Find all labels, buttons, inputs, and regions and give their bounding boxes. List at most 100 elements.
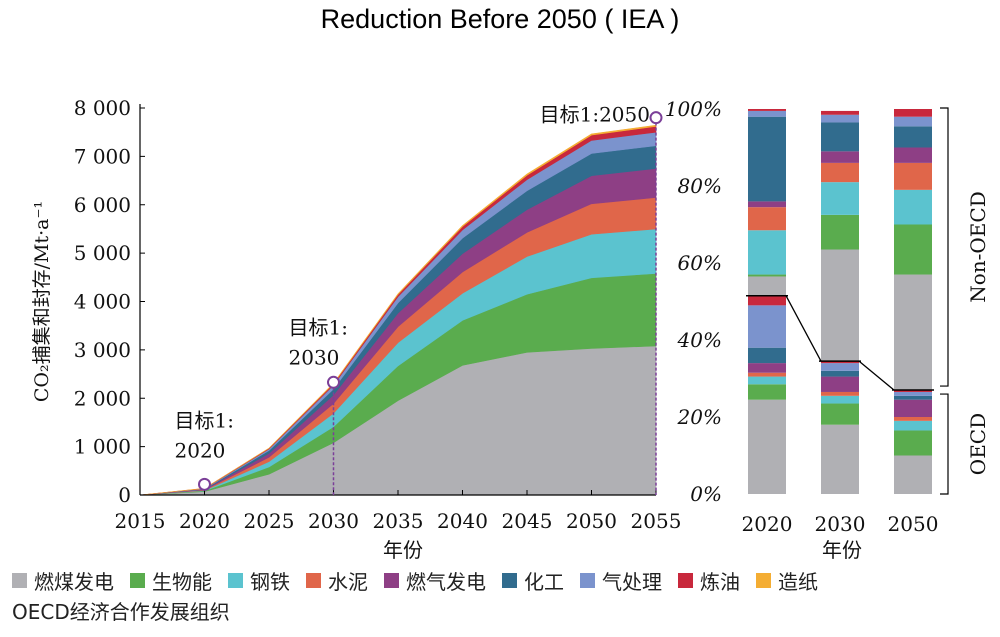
y-tick-label: 8 000 — [74, 96, 131, 120]
bar-segment — [894, 109, 932, 117]
bar-segment — [894, 430, 932, 456]
bar-chart — [748, 109, 932, 494]
legend-label: 气处理 — [602, 569, 662, 594]
bar-segment — [748, 230, 786, 275]
legend-item: 燃煤发电 — [12, 566, 114, 595]
bar-segment — [748, 109, 786, 111]
bar-segment — [894, 420, 932, 431]
x-tick-label: 2035 — [373, 509, 424, 533]
bar-segment — [821, 182, 859, 215]
bar-segment — [821, 361, 859, 364]
bar-segment — [894, 395, 932, 400]
legend-item: 燃气发电 — [384, 566, 486, 595]
legend: 燃煤发电 生物能 钢铁 水泥 燃气发电 化工 气处理 炼油 造纸 OECD经济合作发展组织 — [12, 565, 992, 625]
bar-segment — [821, 151, 859, 163]
x-tick-label: 2045 — [502, 509, 553, 533]
bar-segment — [748, 347, 786, 364]
x-tick-label: 2025 — [244, 509, 295, 533]
legend-label: 燃气发电 — [406, 569, 486, 594]
bar-x-axis-title: 年份 — [822, 538, 862, 562]
bar-segment — [821, 395, 859, 404]
bar-segment — [894, 399, 932, 417]
bar-y-tick-label: 0% — [690, 482, 722, 506]
oecd-note: OECD经济合作发展组织 — [12, 599, 230, 624]
legend-swatch-icon — [678, 572, 693, 588]
x-tick-label: 2050 — [566, 509, 617, 533]
target-marker — [649, 111, 663, 125]
legend-swatch-icon — [580, 572, 595, 588]
legend-item: 生物能 — [130, 566, 212, 595]
bar-segment — [894, 391, 932, 396]
legend-item: 水泥 — [306, 566, 368, 595]
y-tick-label: 2 000 — [74, 386, 131, 410]
non-oecd-label: Non-OECD — [966, 191, 990, 303]
area-series-9 — [139, 124, 657, 496]
bar-segment — [748, 305, 786, 348]
y-tick-label: 6 000 — [74, 193, 131, 217]
bar-segment — [821, 403, 859, 425]
non-oecd-bracket — [940, 107, 949, 387]
legend-swatch-icon — [756, 572, 771, 588]
bar-segment — [821, 391, 859, 396]
bar-segment — [894, 162, 932, 190]
legend-label: 水泥 — [328, 569, 368, 594]
target-marker — [198, 477, 211, 491]
target-label-2020-year: 2020 — [175, 438, 226, 462]
legend-swatch-icon — [306, 572, 321, 588]
x-tick-label: 2040 — [437, 509, 488, 533]
x-tick-label: 2020 — [179, 509, 230, 533]
legend-item: 钢铁 — [228, 566, 290, 595]
oecd-boundary-connector — [858, 360, 895, 391]
chart-canvas: 0 1 000 2 000 3 000 4 000 5 000 6 000 7 000 8 00… — [31, 96, 990, 562]
bar-segment — [748, 295, 786, 306]
legend-row: 燃煤发电 生物能 钢铁 水泥 燃气发电 化工 气处理 炼油 造纸 — [12, 565, 992, 595]
legend-note-row: OECD经济合作发展组织 — [12, 595, 992, 625]
bar-segment — [748, 363, 786, 373]
y-tick-label: 0 — [118, 483, 131, 507]
bar-segment — [894, 455, 932, 494]
bar-segment — [748, 376, 786, 385]
legend-label: 化工 — [524, 569, 564, 594]
bar-segment — [894, 116, 932, 127]
bar-segment — [821, 110, 859, 115]
target-marker — [327, 375, 340, 389]
x-tick-label: 2015 — [115, 509, 166, 533]
oecd-boundary-connector — [785, 295, 822, 362]
x-tick-label: 2030 — [308, 509, 359, 533]
bar-y-tick-label: 20% — [677, 405, 722, 429]
bar-segment — [748, 110, 786, 117]
bar-segment — [748, 276, 786, 296]
bar-segment — [748, 372, 786, 377]
legend-swatch-icon — [228, 572, 243, 588]
legend-label: 钢铁 — [250, 569, 290, 594]
legend-swatch-icon — [12, 572, 27, 588]
chart-title: Reduction Before 2050 ( IEA ) — [320, 4, 680, 34]
bar-segment — [748, 201, 786, 208]
target-label-2020: 目标1: — [175, 408, 234, 432]
legend-swatch-icon — [502, 572, 517, 588]
y-axis-title: CO₂捕集和封存/Mt·a⁻¹ — [31, 201, 53, 402]
bar-segment — [748, 274, 786, 277]
legend-swatch-icon — [130, 572, 145, 588]
bar-y-tick-label: 80% — [678, 174, 722, 198]
bar-y-tick-label: 100% — [665, 97, 722, 121]
legend-item: 炼油 — [678, 566, 740, 595]
bar-segment — [821, 370, 859, 377]
legend-item: 造纸 — [756, 566, 818, 595]
bar-segment — [748, 399, 786, 494]
bar-segment — [894, 417, 932, 421]
legend-label: 炼油 — [700, 569, 740, 594]
legend-label: 燃煤发电 — [34, 569, 114, 594]
bar-y-tick-label: 40% — [677, 328, 722, 352]
bar-segment — [748, 384, 786, 400]
bar-segment — [894, 390, 932, 392]
bar-y-tick-label: 60% — [678, 251, 722, 275]
legend-item: 气处理 — [580, 566, 662, 595]
legend-label: 生物能 — [152, 569, 212, 594]
bar-segment — [821, 376, 859, 392]
bar-segment — [821, 114, 859, 123]
legend-label: 造纸 — [778, 569, 818, 594]
bar-segment — [748, 116, 786, 202]
oecd-bracket — [940, 393, 949, 495]
bar-segment — [894, 147, 932, 163]
